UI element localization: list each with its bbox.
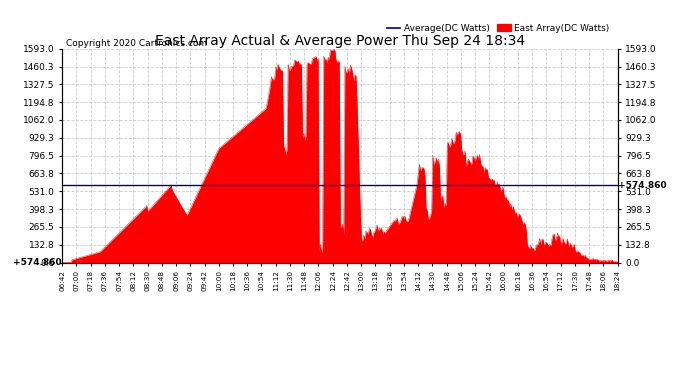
Text: Copyright 2020 Cartronics.com: Copyright 2020 Cartronics.com	[66, 39, 207, 48]
Text: +574.860: +574.860	[618, 181, 667, 190]
Title: East Array Actual & Average Power Thu Sep 24 18:34: East Array Actual & Average Power Thu Se…	[155, 34, 525, 48]
Legend: Average(DC Watts), East Array(DC Watts): Average(DC Watts), East Array(DC Watts)	[383, 20, 613, 36]
Text: +574.860: +574.860	[13, 258, 61, 267]
